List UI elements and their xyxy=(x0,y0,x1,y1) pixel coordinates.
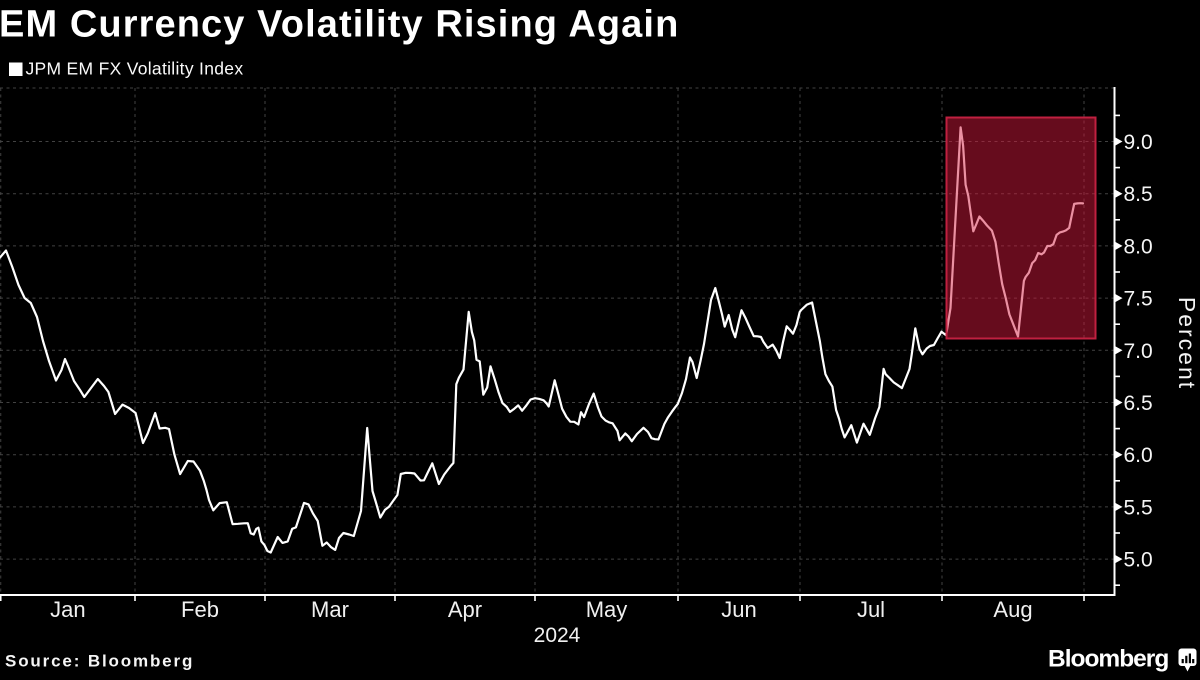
svg-text:6.5: 6.5 xyxy=(1124,392,1153,415)
svg-text:7.0: 7.0 xyxy=(1124,340,1153,363)
svg-text:JPM EM FX Volatility Index: JPM EM FX Volatility Index xyxy=(26,59,244,79)
svg-text:6.0: 6.0 xyxy=(1124,444,1153,467)
svg-text:Aug: Aug xyxy=(993,597,1032,622)
svg-text:Feb: Feb xyxy=(181,597,219,622)
svg-text:8.5: 8.5 xyxy=(1124,183,1153,206)
svg-text:May: May xyxy=(586,597,628,622)
svg-text:5.0: 5.0 xyxy=(1124,549,1153,572)
svg-text:5.5: 5.5 xyxy=(1124,496,1153,519)
svg-text:9.0: 9.0 xyxy=(1124,131,1153,154)
svg-text:Jun: Jun xyxy=(721,597,756,622)
svg-text:Bloomberg: Bloomberg xyxy=(1048,646,1168,673)
svg-text:Jan: Jan xyxy=(50,597,85,622)
svg-text:Mar: Mar xyxy=(311,597,349,622)
svg-text:Source: Bloomberg: Source: Bloomberg xyxy=(5,652,194,671)
svg-text:2024: 2024 xyxy=(534,624,581,647)
svg-text:7.5: 7.5 xyxy=(1124,288,1153,311)
svg-text:8.0: 8.0 xyxy=(1124,235,1153,258)
svg-text:Jul: Jul xyxy=(857,597,885,622)
svg-text:EM Currency Volatility Rising: EM Currency Volatility Rising Again xyxy=(0,4,679,46)
svg-text:Percent: Percent xyxy=(1174,297,1200,390)
svg-text:Apr: Apr xyxy=(448,597,482,622)
